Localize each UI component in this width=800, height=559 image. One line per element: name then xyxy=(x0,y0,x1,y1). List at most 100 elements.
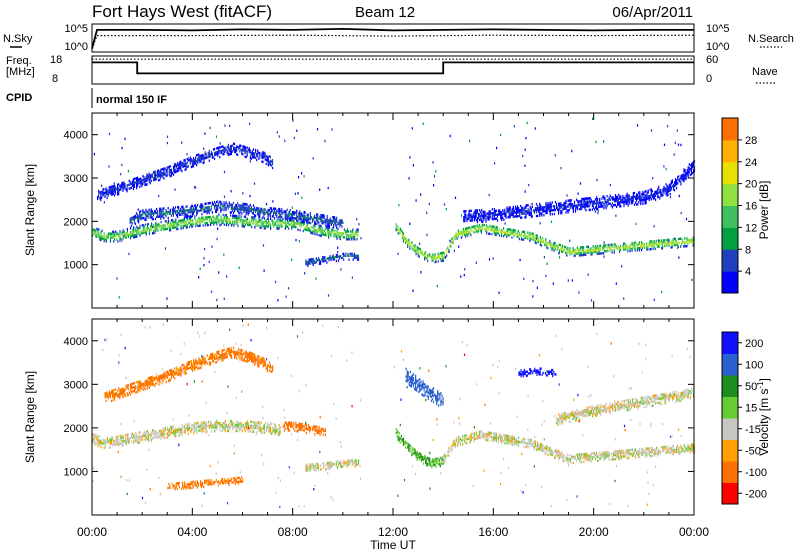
noise-cell-240 xyxy=(528,184,529,186)
data-cell-1760 xyxy=(181,210,182,212)
data-cell-3691 xyxy=(663,186,664,188)
data-cell-3242 xyxy=(541,212,542,214)
data-cell-523 xyxy=(260,219,261,221)
data-cell-689 xyxy=(319,234,320,236)
data-cell-364 xyxy=(208,421,209,423)
data-cell-636 xyxy=(302,423,303,425)
data-cell-3357 xyxy=(573,205,574,207)
data-cell-743 xyxy=(416,452,417,454)
data-cell-1536 xyxy=(668,245,669,247)
data-cell-2708 xyxy=(227,146,228,148)
data-cell-748 xyxy=(336,235,337,237)
data-cell-2348 xyxy=(117,184,118,186)
data-cell-3194 xyxy=(526,204,527,206)
data-cell-796 xyxy=(433,460,434,462)
data-cell-415 xyxy=(225,420,226,422)
data-cell-445 xyxy=(234,215,235,217)
data-cell-3074 xyxy=(495,218,496,220)
data-cell-1401 xyxy=(618,245,619,247)
data-cell-3742 xyxy=(678,179,679,181)
data-cell-327 xyxy=(197,426,198,428)
data-cell-2145 xyxy=(302,215,303,217)
data-cell-18 xyxy=(96,435,97,437)
data-cell-1009 xyxy=(470,234,471,236)
data-cell-2295 xyxy=(103,192,104,194)
data-cell-2584 xyxy=(186,162,187,164)
data-cell-2142 xyxy=(301,213,302,215)
data-cell-2528 xyxy=(170,165,171,167)
data-cell-266 xyxy=(177,228,178,230)
data-cell-3323 xyxy=(563,202,564,204)
data-cell-1183 xyxy=(537,235,538,237)
data-cell-183 xyxy=(150,433,151,435)
date-label: 06/Apr/2011 xyxy=(612,4,693,21)
data-cell-2862 xyxy=(309,258,310,260)
data-cell-147 xyxy=(139,235,140,237)
data-cell-1030 xyxy=(479,224,480,226)
data-cell-3721 xyxy=(672,185,673,187)
noise-cell-31 xyxy=(464,274,465,276)
data-cell-1421 xyxy=(626,244,627,246)
data-cell-1298 xyxy=(581,250,582,252)
data-cell-2655 xyxy=(209,160,210,162)
data-cell-1096 xyxy=(504,231,505,233)
data-cell-159 xyxy=(144,438,145,440)
data-cell-443 xyxy=(234,221,235,223)
noise-cell-91 xyxy=(580,182,581,184)
data-cell-1019 xyxy=(475,225,476,227)
data-cell-1585 xyxy=(687,239,688,241)
data-cell-2098 xyxy=(289,211,290,213)
noise-cell-78 xyxy=(435,170,436,172)
data-cell-1064 xyxy=(492,225,493,227)
data-cell-3279 xyxy=(550,202,551,204)
data-cell-3167 xyxy=(520,217,521,219)
data-cell-3406 xyxy=(585,197,586,199)
data-cell-2986 xyxy=(471,214,472,216)
data-cell-610 xyxy=(289,223,290,225)
noise-cell-136 xyxy=(124,138,125,140)
data-cell-529 xyxy=(262,428,263,430)
data-cell-633 xyxy=(301,423,302,425)
data-cell-1908 xyxy=(230,211,231,213)
data-cell-3785 xyxy=(690,174,691,176)
data-cell-1610 xyxy=(132,217,133,219)
data-cell-876 xyxy=(418,247,419,249)
noise-cell-34 xyxy=(674,237,675,239)
data-cell-298 xyxy=(187,224,188,226)
data-cell-227 xyxy=(165,437,166,439)
data-cell-242 xyxy=(169,428,170,430)
data-cell-3590 xyxy=(637,203,638,205)
data-cell-2519 xyxy=(168,166,169,168)
data-cell-845 xyxy=(451,446,452,448)
data-cell-1720 xyxy=(167,211,168,213)
data-cell-2049 xyxy=(274,217,275,219)
data-cell-1057 xyxy=(490,227,491,229)
noise-cell-199 xyxy=(229,125,230,127)
noise-cell-36 xyxy=(670,196,671,198)
data-cell-352 xyxy=(205,222,206,224)
data-cell-519 xyxy=(259,421,260,423)
data-cell-837 xyxy=(404,236,405,238)
data-cell-3723 xyxy=(672,179,673,181)
data-cell-1890 xyxy=(222,205,223,207)
data-cell-388 xyxy=(216,221,217,223)
data-cell-2060 xyxy=(277,210,278,212)
data-cell-1197 xyxy=(542,237,543,239)
data-cell-91 xyxy=(122,231,123,233)
data-cell-1431 xyxy=(630,244,631,246)
noise-cell-214 xyxy=(204,248,205,250)
data-cell-217 xyxy=(162,431,163,433)
data-cell-756 xyxy=(339,232,340,234)
data-cell-1237 xyxy=(558,245,559,247)
noise-cell-203 xyxy=(295,193,296,195)
data-cell-477 xyxy=(246,422,247,424)
data-cell-707 xyxy=(322,227,323,229)
noise-cell-24 xyxy=(272,200,273,202)
data-cell-1616 xyxy=(134,215,135,217)
data-cell-258 xyxy=(175,226,176,228)
data-cell-825 xyxy=(400,228,401,230)
data-cell-122 xyxy=(132,229,133,231)
data-cell-482 xyxy=(247,420,248,422)
data-cell-775 xyxy=(347,238,348,240)
data-cell-2026 xyxy=(265,208,266,210)
